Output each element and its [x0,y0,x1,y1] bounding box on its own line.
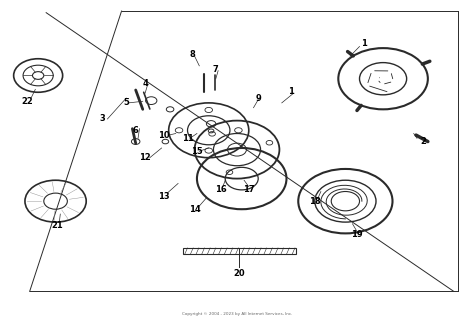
Text: 15: 15 [191,147,203,156]
Text: 8: 8 [189,50,195,59]
Text: Copyright © 2004 - 2023 by All Internet Services, Inc.: Copyright © 2004 - 2023 by All Internet … [182,312,292,316]
Text: 12: 12 [139,153,151,162]
Text: 11: 11 [182,134,193,143]
Text: 1: 1 [361,39,367,48]
Text: 18: 18 [309,197,320,206]
Text: 5: 5 [123,98,129,107]
Text: 19: 19 [351,230,363,240]
Text: 22: 22 [21,97,33,106]
Text: 17: 17 [243,185,255,194]
Text: 16: 16 [215,185,227,194]
Text: 2: 2 [420,137,426,146]
Text: 3: 3 [100,114,106,124]
Text: 20: 20 [234,269,245,278]
Text: 6: 6 [133,126,138,135]
Text: 9: 9 [255,94,261,103]
Text: 21: 21 [51,221,63,230]
Text: 13: 13 [158,192,170,201]
Text: 7: 7 [213,65,219,73]
Text: 1: 1 [288,87,294,96]
Text: 14: 14 [189,205,201,214]
Text: 4: 4 [142,79,148,88]
Text: 10: 10 [158,131,170,140]
